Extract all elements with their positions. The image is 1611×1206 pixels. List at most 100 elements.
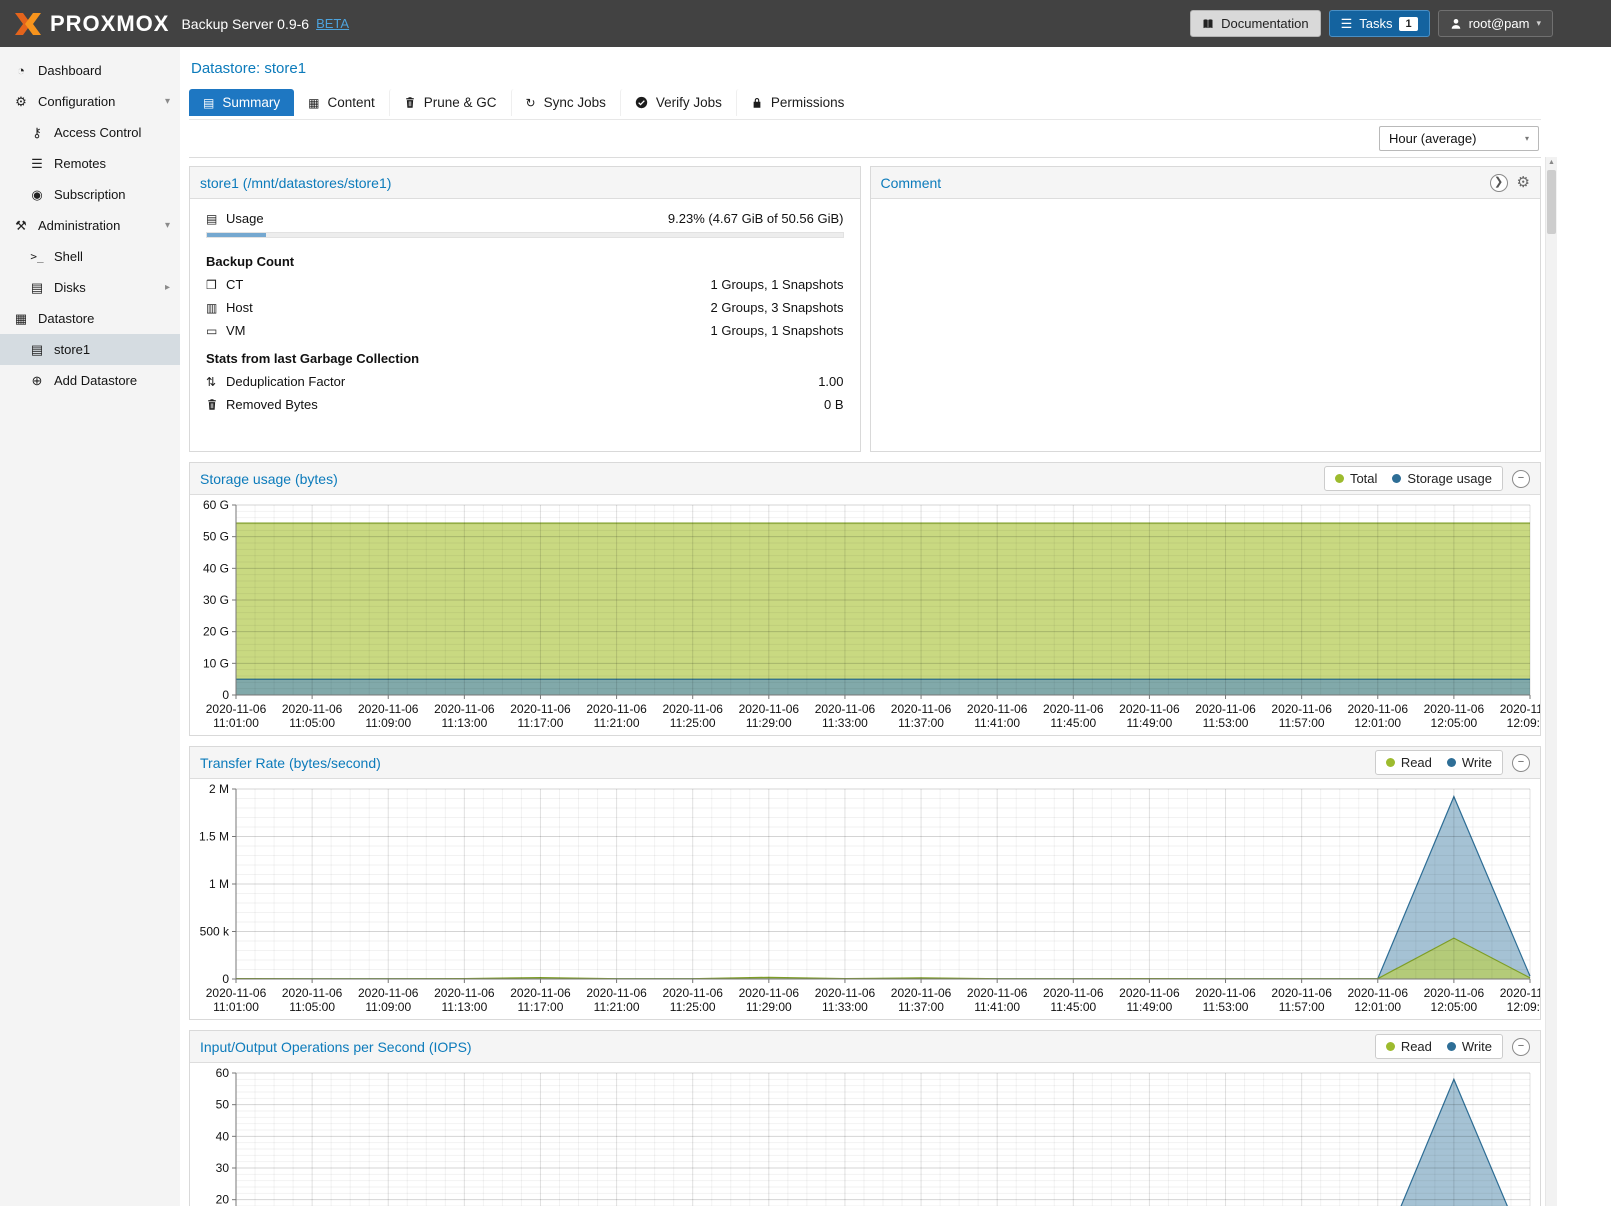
- trash-icon: [206, 398, 226, 411]
- tab-summary[interactable]: ▤ Summary: [189, 88, 295, 117]
- svg-text:2020-11-06: 2020-11-06: [1119, 702, 1180, 716]
- panel-title: Transfer Rate (bytes/second): [200, 754, 381, 771]
- sidebar-item-store1[interactable]: ▤ store1: [0, 334, 180, 365]
- sidebar-item-remotes[interactable]: ☰ Remotes: [0, 148, 180, 179]
- panel-title: Storage usage (bytes): [200, 470, 338, 487]
- panel-header: Transfer Rate (bytes/second) Read Write −: [190, 747, 1540, 779]
- tab-verify-jobs[interactable]: Verify Jobs: [619, 88, 736, 117]
- collapse-icon[interactable]: −: [1512, 469, 1530, 488]
- sidebar-item-label: Shell: [54, 249, 83, 264]
- legend-item[interactable]: Read: [1385, 755, 1432, 770]
- backup-row-ct: ❒ CT 1 Groups, 1 Snapshots: [206, 273, 844, 296]
- svg-text:2020-11-06: 2020-11-06: [1424, 702, 1485, 716]
- legend-item[interactable]: Total: [1334, 471, 1377, 486]
- svg-text:60: 60: [216, 1066, 230, 1080]
- header-actions: Documentation ☰ Tasks 1 root@pam ▾: [1190, 10, 1553, 37]
- svg-text:2020-11-06: 2020-11-06: [1348, 986, 1409, 1000]
- chevron-down-icon[interactable]: ▾: [164, 96, 170, 107]
- documentation-button[interactable]: Documentation: [1190, 10, 1321, 37]
- sidebar-item-disks[interactable]: ▤ Disks ▸: [0, 272, 180, 303]
- svg-text:11:29:00: 11:29:00: [746, 1000, 792, 1014]
- svg-text:2020-11-06: 2020-11-06: [586, 702, 647, 716]
- tabbar: ▤ Summary ▦ Content Prune & GC ↻ Sync Jo…: [189, 86, 1541, 120]
- usage-value: 9.23% (4.67 GiB of 50.56 GiB): [667, 211, 844, 226]
- svg-text:11:17:00: 11:17:00: [518, 1000, 564, 1014]
- collapse-icon[interactable]: −: [1512, 753, 1530, 772]
- scrollbar-thumb[interactable]: [1547, 170, 1556, 234]
- legend-item[interactable]: Write: [1446, 1039, 1492, 1054]
- chevron-down-icon[interactable]: ▾: [164, 220, 170, 231]
- sidebar-item-label: Add Datastore: [54, 373, 138, 388]
- sidebar-item-shell[interactable]: >_ Shell: [0, 241, 180, 272]
- monitor-icon: ▭: [206, 323, 218, 338]
- legend-item[interactable]: Storage usage: [1392, 471, 1492, 486]
- brand-text: PROXMOX: [50, 10, 170, 36]
- tab-permissions[interactable]: Permissions: [735, 88, 859, 117]
- chevron-right-icon[interactable]: ▸: [164, 282, 170, 293]
- svg-text:2 M: 2 M: [209, 782, 229, 796]
- svg-text:2020-11-06: 2020-11-06: [510, 702, 571, 716]
- tab-content[interactable]: ▦ Content: [294, 89, 389, 117]
- scroll-up-icon[interactable]: ▲: [1548, 159, 1555, 166]
- row-label: VM: [226, 323, 246, 338]
- collapse-icon[interactable]: −: [1512, 1037, 1530, 1056]
- svg-text:11:21:00: 11:21:00: [594, 716, 640, 730]
- tab-sync-jobs[interactable]: ↻ Sync Jobs: [510, 88, 620, 117]
- gear-icon[interactable]: ⚙: [1516, 174, 1530, 191]
- sidebar-item-add-datastore[interactable]: ⊕ Add Datastore: [0, 365, 180, 396]
- tab-prune-gc[interactable]: Prune & GC: [388, 88, 511, 117]
- svg-text:2020-11-06: 2020-11-06: [891, 702, 952, 716]
- svg-text:500 k: 500 k: [200, 925, 230, 939]
- wrench-icon: ⚒: [15, 217, 27, 233]
- sidebar-item-label: Subscription: [54, 187, 126, 202]
- svg-text:2020-11-06: 2020-11-06: [206, 702, 267, 716]
- backup-row-vm: ▭ VM 1 Groups, 1 Snapshots: [206, 319, 844, 342]
- sidebar-item-datastore[interactable]: ▦ Datastore: [0, 303, 180, 334]
- user-menu-button[interactable]: root@pam ▾: [1437, 10, 1553, 37]
- row-label: CT: [226, 277, 244, 292]
- chevron-right-circle-icon[interactable]: ❯: [1489, 173, 1508, 192]
- svg-text:12:01:00: 12:01:00: [1354, 716, 1401, 730]
- sidebar-item-configuration[interactable]: ⚙ Configuration ▾: [0, 86, 180, 117]
- panel-title: Input/Output Operations per Second (IOPS…: [200, 1038, 472, 1055]
- svg-text:12:09:00: 12:09:00: [1507, 1000, 1540, 1014]
- timeframe-select[interactable]: Hour (average) ▾: [1379, 126, 1539, 151]
- row-label: Host: [226, 300, 253, 315]
- panel-header: store1 (/mnt/datastores/store1): [190, 167, 860, 199]
- compress-icon: ⇅: [206, 374, 217, 389]
- chart-legend: Read Write: [1374, 1034, 1503, 1059]
- svg-text:11:01:00: 11:01:00: [213, 716, 259, 730]
- svg-text:1.5 M: 1.5 M: [199, 830, 229, 844]
- sidebar-item-subscription[interactable]: ◉ Subscription: [0, 179, 180, 210]
- tasks-button[interactable]: ☰ Tasks 1: [1328, 10, 1430, 37]
- sidebar-item-access-control[interactable]: ⚷ Access Control: [0, 117, 180, 148]
- svg-text:2020-11-06: 2020-11-06: [967, 702, 1028, 716]
- legend-item[interactable]: Read: [1385, 1039, 1432, 1054]
- sidebar-item-label: Access Control: [54, 125, 142, 140]
- page-title: Datastore: store1: [191, 60, 307, 77]
- sidebar-item-dashboard[interactable]: ◔ Dashboard: [0, 55, 180, 86]
- key-icon: ⚷: [32, 124, 42, 140]
- tasks-label: Tasks: [1359, 16, 1393, 31]
- svg-text:2020-11-06: 2020-11-06: [891, 986, 952, 1000]
- comment-body[interactable]: [871, 199, 1541, 451]
- svg-text:11:01:00: 11:01:00: [213, 1000, 259, 1014]
- legend-dot-icon: [1392, 474, 1402, 483]
- sidebar-item-label: Dashboard: [38, 63, 102, 78]
- gc-stats-heading: Stats from last Garbage Collection: [206, 351, 420, 366]
- svg-text:11:29:00: 11:29:00: [746, 716, 792, 730]
- iops-panel: Input/Output Operations per Second (IOPS…: [189, 1030, 1541, 1206]
- vertical-scrollbar[interactable]: ▲: [1545, 157, 1557, 1206]
- list-icon: ☰: [1340, 16, 1353, 31]
- svg-text:11:25:00: 11:25:00: [670, 1000, 716, 1014]
- svg-text:2020-11-06: 2020-11-06: [815, 986, 876, 1000]
- beta-link[interactable]: BETA: [316, 16, 350, 31]
- proxmox-logo-icon: [15, 12, 41, 35]
- legend-item[interactable]: Write: [1446, 755, 1492, 770]
- svg-text:12:05:00: 12:05:00: [1431, 1000, 1478, 1014]
- panel-tools: Read Write −: [1374, 750, 1530, 775]
- sidebar-item-administration[interactable]: ⚒ Administration ▾: [0, 210, 180, 241]
- usage-row: ▤ Usage 9.23% (4.67 GiB of 50.56 GiB): [206, 207, 844, 230]
- svg-text:40 G: 40 G: [203, 561, 229, 575]
- svg-text:12:09:00: 12:09:00: [1507, 716, 1540, 730]
